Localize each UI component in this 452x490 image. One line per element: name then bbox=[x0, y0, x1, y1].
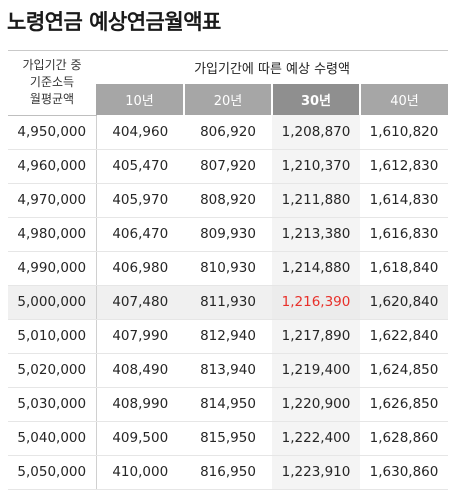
value-cell-20: 806,920 bbox=[184, 115, 272, 150]
value-cell-30: 1,214,880 bbox=[272, 251, 360, 286]
table-row: 4,960,000 405,470 807,920 1,210,370 1,61… bbox=[8, 149, 449, 184]
value-cell-20: 807,920 bbox=[184, 149, 272, 184]
table-row: 4,950,000 404,960 806,920 1,208,870 1,61… bbox=[8, 115, 449, 150]
value-cell-10: 406,980 bbox=[96, 251, 184, 286]
income-header-line: 월평균액 bbox=[29, 92, 75, 107]
value-cell-30: 1,211,880 bbox=[272, 183, 360, 218]
table-header: 가입기간 중 기준소득 월평균액 가입기간에 따른 예상 수령액 10년 20년… bbox=[8, 50, 449, 116]
income-cell: 4,980,000 bbox=[8, 217, 97, 252]
value-cell-10: 406,470 bbox=[96, 217, 184, 252]
value-cell-30: 1,210,370 bbox=[272, 149, 360, 184]
value-cell-30: 1,222,400 bbox=[272, 421, 360, 456]
income-cell: 4,960,000 bbox=[8, 149, 97, 184]
value-cell-40: 1,614,830 bbox=[360, 183, 449, 218]
value-cell-30: 1,208,870 bbox=[272, 115, 360, 150]
value-cell-20: 808,920 bbox=[184, 183, 272, 218]
value-cell-20: 811,930 bbox=[184, 285, 272, 320]
value-cell-40: 1,610,820 bbox=[360, 115, 449, 150]
value-cell-30: 1,219,400 bbox=[272, 353, 360, 388]
table-row: 5,010,000 407,990 812,940 1,217,890 1,62… bbox=[8, 319, 449, 354]
value-cell-10: 407,990 bbox=[96, 319, 184, 354]
value-cell-30: 1,220,900 bbox=[272, 387, 360, 422]
table-row: 4,990,000 406,980 810,930 1,214,880 1,61… bbox=[8, 251, 449, 286]
value-cell-10: 408,490 bbox=[96, 353, 184, 388]
value-cell-40: 1,628,860 bbox=[360, 421, 449, 456]
value-cell-10: 405,970 bbox=[96, 183, 184, 218]
value-cell-10: 404,960 bbox=[96, 115, 184, 150]
value-cell-20: 809,930 bbox=[184, 217, 272, 252]
income-cell: 5,000,000 bbox=[8, 285, 97, 320]
value-cell-40: 1,624,850 bbox=[360, 353, 449, 388]
value-cell-10: 407,480 bbox=[96, 285, 184, 320]
table-row: 5,050,000 410,000 816,950 1,223,910 1,63… bbox=[8, 455, 449, 490]
table-row-highlighted: 5,000,000 407,480 811,930 1,216,390 1,62… bbox=[8, 285, 449, 320]
income-cell: 5,020,000 bbox=[8, 353, 97, 388]
value-cell-30: 1,223,910 bbox=[272, 455, 360, 490]
value-cell-10: 410,000 bbox=[96, 455, 184, 490]
income-cell: 4,970,000 bbox=[8, 183, 97, 218]
table-row: 5,040,000 409,500 815,950 1,222,400 1,62… bbox=[8, 421, 449, 456]
income-cell: 5,050,000 bbox=[8, 455, 97, 490]
value-cell-40: 1,622,840 bbox=[360, 319, 449, 354]
value-cell-40: 1,626,850 bbox=[360, 387, 449, 422]
value-cell-10: 408,990 bbox=[96, 387, 184, 422]
value-cell-20: 813,940 bbox=[184, 353, 272, 388]
year-header-10: 10년 bbox=[96, 84, 184, 115]
table-row: 4,980,000 406,470 809,930 1,213,380 1,61… bbox=[8, 217, 449, 252]
value-cell-30: 1,213,380 bbox=[272, 217, 360, 252]
value-cell-40: 1,612,830 bbox=[360, 149, 449, 184]
value-cell-40: 1,620,840 bbox=[360, 285, 449, 320]
income-cell: 5,040,000 bbox=[8, 421, 97, 456]
income-cell: 4,990,000 bbox=[8, 251, 97, 286]
value-cell-20: 816,950 bbox=[184, 455, 272, 490]
table-row: 5,030,000 408,990 814,950 1,220,900 1,62… bbox=[8, 387, 449, 422]
value-cell-30: 1,217,890 bbox=[272, 319, 360, 354]
value-cell-20: 815,950 bbox=[184, 421, 272, 456]
page-title: 노령연금 예상연금월액표 bbox=[7, 10, 221, 34]
year-header-30: 30년 bbox=[271, 84, 360, 115]
value-cell-20: 810,930 bbox=[184, 251, 272, 286]
income-cell: 5,030,000 bbox=[8, 387, 97, 422]
value-cell-10: 409,500 bbox=[96, 421, 184, 456]
table-body: 4,950,000 404,960 806,920 1,208,870 1,61… bbox=[8, 115, 449, 490]
period-group-header: 가입기간에 따른 예상 수령액 bbox=[96, 50, 449, 84]
income-header-line: 가입기간 중 bbox=[22, 58, 82, 73]
income-header-line: 기준소득 bbox=[29, 75, 75, 90]
income-cell: 5,010,000 bbox=[8, 319, 97, 354]
pension-table: 가입기간 중 기준소득 월평균액 가입기간에 따른 예상 수령액 10년 20년… bbox=[8, 50, 449, 490]
year-header-20: 20년 bbox=[183, 84, 272, 115]
value-cell-20: 814,950 bbox=[184, 387, 272, 422]
year-header-40: 40년 bbox=[358, 84, 449, 115]
value-cell-40: 1,618,840 bbox=[360, 251, 449, 286]
value-cell-40: 1,630,860 bbox=[360, 455, 449, 490]
income-cell: 4,950,000 bbox=[8, 115, 97, 150]
value-cell-10: 405,470 bbox=[96, 149, 184, 184]
table-row: 5,020,000 408,490 813,940 1,219,400 1,62… bbox=[8, 353, 449, 388]
value-cell-30-highlighted: 1,216,390 bbox=[272, 285, 360, 320]
value-cell-40: 1,616,830 bbox=[360, 217, 449, 252]
income-column-header: 가입기간 중 기준소득 월평균액 bbox=[8, 50, 96, 116]
table-row: 4,970,000 405,970 808,920 1,211,880 1,61… bbox=[8, 183, 449, 218]
value-cell-20: 812,940 bbox=[184, 319, 272, 354]
